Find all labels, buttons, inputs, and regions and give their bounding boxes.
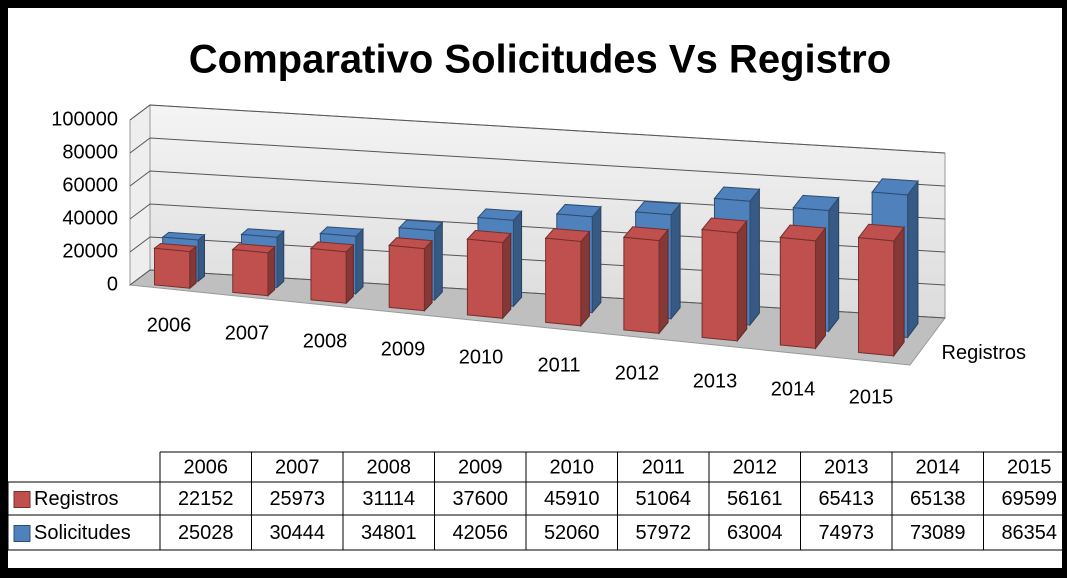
bar [153,242,198,290]
bar-front [623,236,660,334]
table-value: 57972 [635,522,691,544]
bar-front [779,236,817,349]
table-value: 51064 [635,488,691,510]
table-header: 2007 [275,456,320,478]
table-value: 56161 [727,488,783,510]
table-value: 30444 [269,522,325,544]
table-value: 52060 [544,522,600,544]
bar [779,224,827,350]
table-value: 42056 [452,522,508,544]
y-tick-label: 40000 [62,207,118,229]
table-value: 86354 [1001,522,1057,544]
legend-label: Registros [34,488,118,510]
bar-side [423,239,433,313]
y-tick-label: 80000 [62,141,118,163]
bar-side [345,243,354,305]
table-header: 2013 [824,456,869,478]
legend-key [13,491,31,508]
bar-side [267,245,276,297]
bar-front [388,244,425,312]
y-tick-label: 20000 [62,240,118,262]
bar [388,237,434,313]
bar [466,230,512,320]
bar-side [276,229,285,289]
grid-line [129,137,946,187]
bar-front [701,228,738,342]
bar-side [434,221,443,302]
bar-side [502,232,512,320]
table-value: 45910 [544,488,600,510]
bar-front [232,248,269,297]
table-header: 2011 [642,456,685,478]
bar-front [154,247,191,289]
bar [309,241,355,305]
table-header: 2014 [916,456,961,478]
bar-side [893,225,905,358]
plot: Comparativo Solicitudes Vs Registro 0 200… [8,38,1062,551]
bar-side [189,245,197,290]
grid-line [129,104,946,154]
grid-line [129,170,946,220]
x-tick-label: 2010 [459,346,504,368]
x-tick-label: 2008 [303,330,348,352]
table-value: 69599 [1001,488,1057,510]
bar-side [658,228,669,335]
table-value: 73089 [910,522,966,544]
bar-front [466,238,504,319]
bar-side [580,230,590,328]
bar [622,226,670,335]
bar-side [355,228,364,295]
side-wall [129,104,151,286]
y-tick-label: 0 [107,273,118,295]
bar-side [828,196,840,333]
x-tick-label: 2012 [615,362,660,384]
x-tick-label: 2015 [849,386,894,408]
table-value: 25028 [178,522,234,544]
bar-side [512,209,523,308]
table-header: 2009 [458,456,503,478]
bar-side [815,226,826,350]
bar-side [907,179,919,339]
table-header: 2015 [1007,456,1052,478]
bar [701,217,748,343]
y-tick-label: 100000 [51,108,118,130]
table-value: 74973 [818,522,874,544]
table-value: 31114 [362,488,415,510]
legend-label: Solicitudes [34,522,131,544]
bar-side [749,187,760,327]
bar-side [591,205,602,314]
x-tick-label: 2014 [771,378,816,400]
table-value: 25973 [269,488,325,510]
depth-tick-label: Registros [942,342,1026,364]
bar [544,228,591,328]
y-tick-label: 60000 [62,174,118,196]
table-value: 65413 [818,488,874,510]
table-value: 34801 [361,522,417,544]
table-header: 2006 [184,456,229,478]
bar-side [736,219,748,343]
table-value: 22152 [178,488,234,510]
bar [857,223,906,358]
bar [231,243,276,297]
table-header: 2008 [367,456,412,478]
x-tick-label: 2013 [693,370,738,392]
bar-front [858,237,895,357]
chart-title: Comparativo Solicitudes Vs Registro [189,38,891,82]
table-value: 65138 [910,488,966,510]
table-header: 2010 [550,456,595,478]
table-value: 37600 [452,488,508,510]
table-value: 63004 [727,522,783,544]
bar-side [670,202,681,321]
x-tick-label: 2009 [381,338,426,360]
x-tick-label: 2011 [537,354,580,376]
x-tick-label: 2006 [147,314,192,336]
table-header: 2012 [733,456,778,478]
bar-front [310,247,347,304]
x-tick-label: 2007 [225,322,270,344]
bar-front [545,237,582,327]
bar-side [197,233,205,283]
legend-key [13,525,31,542]
